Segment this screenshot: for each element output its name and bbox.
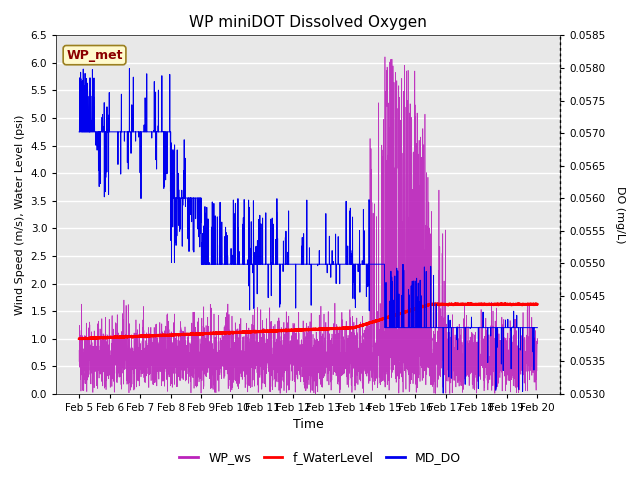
Legend: WP_ws, f_WaterLevel, MD_DO: WP_ws, f_WaterLevel, MD_DO (174, 446, 466, 469)
Y-axis label: Wind Speed (m/s), Water Level (psi): Wind Speed (m/s), Water Level (psi) (15, 114, 25, 315)
Y-axis label: DO (mg/L): DO (mg/L) (615, 186, 625, 243)
Text: WP_met: WP_met (67, 48, 123, 61)
Title: WP miniDOT Dissolved Oxygen: WP miniDOT Dissolved Oxygen (189, 15, 427, 30)
X-axis label: Time: Time (293, 419, 324, 432)
